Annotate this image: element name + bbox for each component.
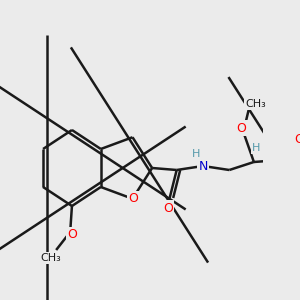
Text: O: O: [67, 229, 77, 242]
Text: N: N: [198, 160, 208, 172]
Text: O: O: [237, 122, 247, 134]
Text: CH₃: CH₃: [245, 99, 266, 109]
Text: O: O: [294, 133, 300, 146]
Text: CH₃: CH₃: [40, 253, 61, 263]
Text: O: O: [128, 192, 138, 205]
Text: H: H: [252, 143, 261, 153]
Text: O: O: [163, 202, 173, 214]
Text: H: H: [192, 149, 200, 159]
